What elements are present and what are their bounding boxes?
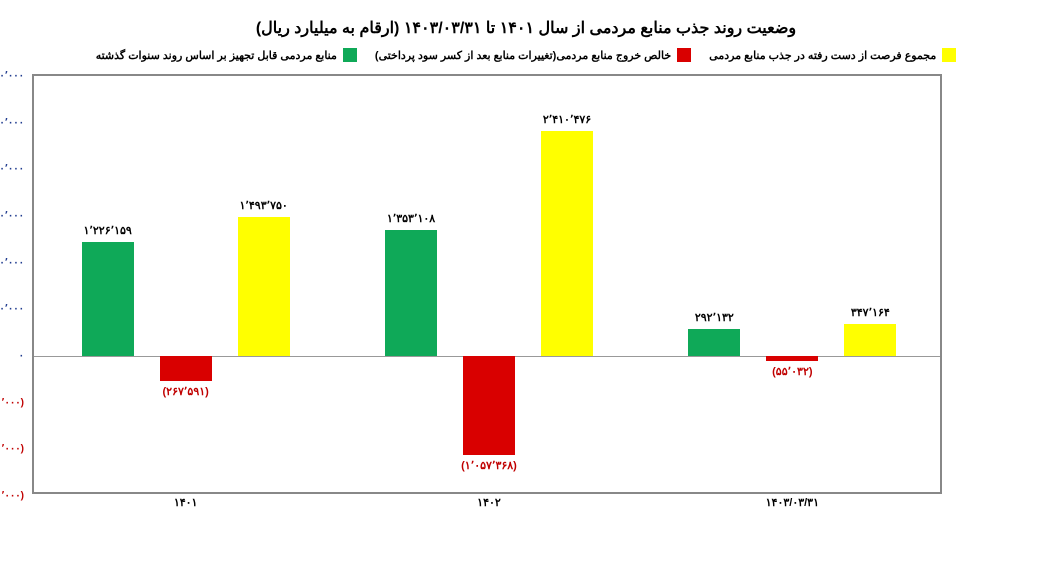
bar-value-label: (۱٬۰۵۷٬۳۶۸) [429,459,549,472]
bar-value-label: ۲٬۴۱۰٬۴۷۶ [507,113,627,126]
legend-item: مجموع فرصت از دست رفته در جذب منابع مردم… [709,48,956,62]
bar [766,356,818,361]
x-tick-label: ۱۴۰۱ [111,496,261,509]
y-axis: ۳٬۰۰۰٬۰۰۰۲٬۵۰۰٬۰۰۰۲٬۰۰۰٬۰۰۰۱٬۵۰۰٬۰۰۰۱٬۰۰… [0,76,28,492]
chart-container: وضعیت روند جذب منابع مردمی از سال ۱۴۰۱ ت… [0,0,1052,568]
legend-item: خالص خروج منابع مردمی(تغییرات منابع بعد … [375,48,691,62]
bar [541,131,593,356]
bar-value-label: ۱٬۳۵۳٬۱۰۸ [351,212,471,225]
y-tick-label: ۵۰۰٬۰۰۰ [0,304,28,315]
legend-label: منابع مردمی قابل تجهیز بر اساس روند سنوا… [96,49,337,62]
bar [82,242,134,356]
y-tick-label: ۲٬۵۰۰٬۰۰۰ [0,117,28,128]
bar [385,230,437,356]
bar-value-label: ۳۴۷٬۱۶۴ [810,306,930,319]
bar-value-label: ۱٬۲۲۶٬۱۵۹ [48,224,168,237]
y-tick-label: ۳٬۰۰۰٬۰۰۰ [0,71,28,82]
legend-swatch [343,48,357,62]
legend-label: خالص خروج منابع مردمی(تغییرات منابع بعد … [375,49,671,62]
y-tick-label: ۰ [0,351,28,362]
y-tick-label: ۲٬۰۰۰٬۰۰۰ [0,164,28,175]
bar [844,324,896,356]
y-tick-label: (۱٬۵۰۰٬۰۰۰) [0,491,28,502]
chart-title: وضعیت روند جذب منابع مردمی از سال ۱۴۰۱ ت… [20,10,1032,44]
legend-swatch [677,48,691,62]
bar [238,217,290,356]
y-tick-label: (۵۰۰٬۰۰۰) [0,397,28,408]
bar [463,356,515,455]
bar-value-label: (۵۵٬۰۳۲) [732,365,852,378]
legend: مجموع فرصت از دست رفته در جذب منابع مردم… [20,44,1032,74]
legend-item: منابع مردمی قابل تجهیز بر اساس روند سنوا… [96,48,357,62]
x-tick-label: ۱۴۰۳/۰۳/۳۱ [717,496,867,509]
bar-value-label: (۲۶۷٬۵۹۱) [126,385,246,398]
y-tick-label: (۱٬۰۰۰٬۰۰۰) [0,444,28,455]
bar-value-label: ۱٬۴۹۳٬۷۵۰ [204,199,324,212]
legend-swatch [942,48,956,62]
x-axis: ۱۴۰۱ ۱۴۰۲ ۱۴۰۳/۰۳/۳۱ [34,496,940,516]
plot-area: ۳٬۰۰۰٬۰۰۰۲٬۵۰۰٬۰۰۰۲٬۰۰۰٬۰۰۰۱٬۵۰۰٬۰۰۰۱٬۰۰… [32,74,942,494]
bar-value-label: ۲۹۲٬۱۳۲ [654,311,774,324]
y-tick-label: ۱٬۰۰۰٬۰۰۰ [0,257,28,268]
legend-label: مجموع فرصت از دست رفته در جذب منابع مردم… [709,49,936,62]
y-tick-label: ۱٬۵۰۰٬۰۰۰ [0,211,28,222]
bar [160,356,212,381]
x-tick-label: ۱۴۰۲ [414,496,564,509]
bar [688,329,740,356]
